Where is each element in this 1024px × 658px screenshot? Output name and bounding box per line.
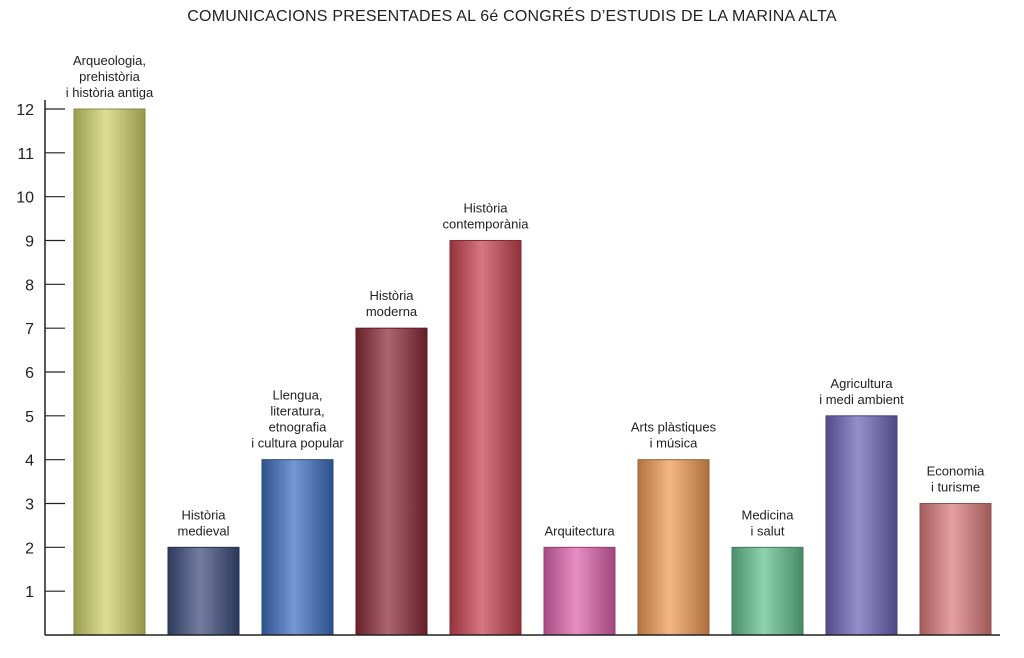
y-tick-label: 1 <box>25 584 34 601</box>
bar-4 <box>355 327 428 636</box>
category-label-line: i història antiga <box>66 85 154 100</box>
category-label-line: medieval <box>177 523 229 538</box>
bars-layer <box>73 108 992 636</box>
category-label-line: Arqueologia, <box>73 53 146 68</box>
category-label-line: Medicina <box>741 507 794 522</box>
y-tick-label: 2 <box>25 540 34 557</box>
category-label-10: Economia i turisme <box>927 464 986 495</box>
y-tick-label: 12 <box>16 102 34 119</box>
category-label-line: Història <box>369 288 414 303</box>
category-label-line: literatura, <box>270 404 324 419</box>
category-label-9: Agricultura i medi ambient <box>819 376 904 407</box>
category-label-line: etnografia <box>269 420 328 435</box>
category-label-line: moderna <box>366 304 418 319</box>
bar-5 <box>449 240 522 636</box>
category-label-line: Economia <box>927 464 986 479</box>
category-label-8: Medicina i salut <box>741 507 794 538</box>
category-label-line: i cultura popular <box>251 436 344 451</box>
category-label-5: Història contemporània <box>443 201 530 232</box>
y-tick-label: 10 <box>16 190 34 207</box>
category-label-line: Agricultura <box>830 376 893 391</box>
bar-9 <box>825 415 898 636</box>
category-label-line: prehistòria <box>79 69 140 84</box>
bar-2 <box>167 546 240 636</box>
category-label-line: Arts plàstiques <box>631 420 717 435</box>
bar-6 <box>543 546 616 636</box>
y-tick-label: 9 <box>25 234 34 251</box>
category-labels: Arqueologia, prehistòria i història antiga… <box>66 53 985 538</box>
category-label-line: i salut <box>751 523 785 538</box>
y-tick-label: 6 <box>25 365 34 382</box>
category-label-line: i música <box>650 436 698 451</box>
bar-3 <box>261 459 334 636</box>
category-label-line: Història <box>181 507 226 522</box>
category-label-line: Llengua, <box>273 388 323 403</box>
category-label-1: Arqueologia, prehistòria i història antiga <box>66 53 154 100</box>
y-tick-label: 7 <box>25 321 34 338</box>
y-tick-label: 5 <box>25 409 34 426</box>
category-label-line: i medi ambient <box>819 392 904 407</box>
category-label-3: Llengua, literatura, etnografia i cultura p… <box>251 388 344 451</box>
category-label-line: Arquitectura <box>544 523 615 538</box>
bar-1 <box>73 108 146 636</box>
category-label-4: Història moderna <box>366 288 418 319</box>
category-label-line: contemporània <box>443 217 530 232</box>
bar-7 <box>637 459 710 636</box>
bar-10 <box>919 503 992 636</box>
category-label-line: i turisme <box>931 480 980 495</box>
category-label-7: Arts plàstiques i música <box>631 420 717 451</box>
y-tick-label: 8 <box>25 277 34 294</box>
category-label-2: Història medieval <box>177 507 229 538</box>
y-tick-label: 4 <box>25 453 34 470</box>
chart-title: COMUNICACIONS PRESENTADES AL 6é CONGRÉS … <box>187 8 837 25</box>
y-tick-label: 11 <box>17 146 34 163</box>
category-label-line: Història <box>463 201 508 216</box>
category-label-6: Arquitectura <box>544 523 615 538</box>
y-tick-label: 3 <box>25 497 34 514</box>
bar-8 <box>731 546 804 636</box>
